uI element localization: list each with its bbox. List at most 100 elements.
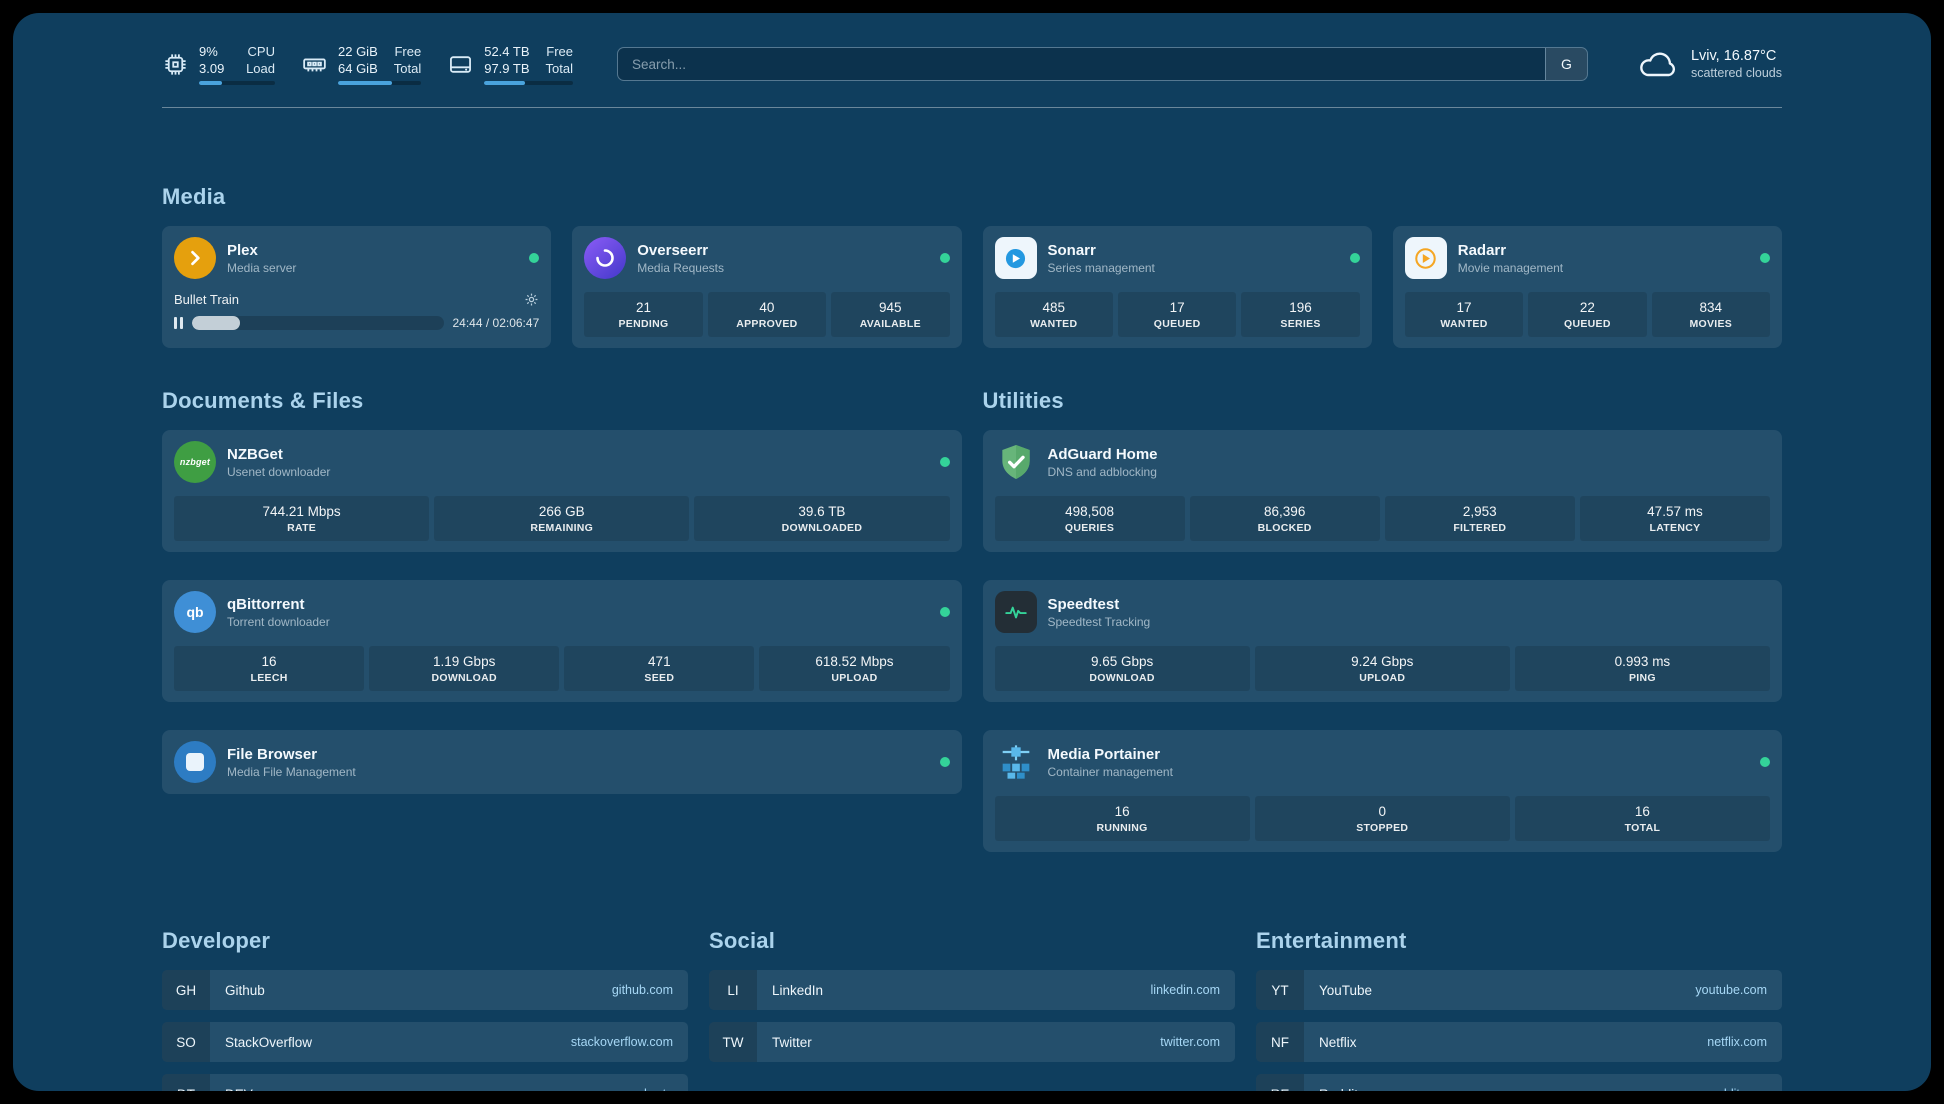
bookmark-name: Twitter [772, 1034, 812, 1050]
bookmark-abbr: YT [1256, 970, 1304, 1010]
card-header: Media Portainer Container management [995, 741, 1770, 783]
playback-progress-bar [192, 316, 444, 330]
bookmark-link[interactable]: LI LinkedIn linkedin.com [709, 970, 1235, 1010]
stats-row: 21 PENDING 40 APPROVED 945 AVAILABLE [584, 292, 950, 337]
bookmark-domain: netflix.com [1707, 1035, 1767, 1049]
bookmark-domain: stackoverflow.com [570, 1035, 673, 1049]
bookmark-link[interactable]: SO StackOverflow stackoverflow.com [162, 1022, 688, 1062]
disk-stats: 52.4 TB Free 97.9 TB Total [484, 43, 573, 85]
stat-value: 834 [1699, 300, 1723, 315]
service-name: NZBGet [227, 445, 283, 463]
service-card-radarr[interactable]: Radarr Movie management 17 WANTED 22 QUE… [1392, 226, 1782, 348]
service-name: Plex [227, 241, 258, 259]
bookmark-link[interactable]: YT YouTube youtube.com [1256, 970, 1782, 1010]
weather-location: Lviv, 16.87°C [1690, 48, 1777, 64]
bookmark-abbr: RE [1256, 1074, 1304, 1091]
service-card-speedtest[interactable]: Speedtest Speedtest Tracking 9.65 Gbps D… [982, 580, 1782, 702]
stats-row: 744.21 Mbps RATE 266 GB REMAINING 39.6 T… [174, 496, 950, 541]
service-name: Radarr [1457, 241, 1507, 259]
top-bar: 9% CPU 3.09 Load 22 GiB Free [162, 43, 1782, 85]
service-card-plex[interactable]: Plex Media server Bullet Train [162, 226, 552, 348]
bookmark-list: GH Github github.com SO StackOverflow st… [162, 970, 688, 1091]
bookmark-abbr: GH [162, 970, 210, 1010]
cpu-load-label: Load [246, 61, 275, 76]
service-card-adguard[interactable]: AdGuard Home DNS and adblocking 498,508 … [982, 430, 1782, 552]
disk-total-label: Total [545, 61, 573, 76]
bookmark-domain: dev.to [640, 1087, 673, 1091]
bookmark-link[interactable]: GH Github github.com [162, 970, 688, 1010]
service-name: Sonarr [1047, 241, 1096, 259]
service-card-qbittorrent[interactable]: qb qBittorrent Torrent downloader 16 LEE… [162, 580, 962, 702]
service-name: Media Portainer [1047, 745, 1161, 763]
service-desc: Movie management [1457, 260, 1564, 275]
nzbget-icon: nzbget [174, 441, 216, 483]
stat-label: BLOCKED [1257, 522, 1312, 534]
memory-usage-bar [338, 81, 422, 85]
stat-value: 945 [879, 300, 902, 315]
bookmark-name: LinkedIn [772, 982, 824, 998]
bookmark-name: StackOverflow [225, 1034, 313, 1050]
disk-total-value: 97.9 TB [484, 61, 530, 76]
service-desc: Series management [1047, 260, 1155, 275]
section-title-entertainment: Entertainment [1256, 928, 1407, 953]
service-card-nzbget[interactable]: nzbget NZBGet Usenet downloader 744.21 M… [162, 430, 962, 552]
qbittorrent-icon: qb [174, 591, 216, 633]
stat-label: UPLOAD [831, 672, 878, 684]
bookmark-list: YT YouTube youtube.com NF Netflix netfli… [1256, 970, 1782, 1091]
stat-label: DOWNLOADED [781, 522, 863, 534]
card-header: Overseerr Media Requests [584, 237, 950, 279]
weather-condition: scattered clouds [1690, 66, 1782, 80]
portainer-icon [995, 741, 1037, 783]
memory-total-value: 64 GiB [338, 61, 378, 76]
stat-label: QUERIES [1064, 522, 1115, 534]
plex-icon [174, 237, 216, 279]
stats-row: 485 WANTED 17 QUEUED 196 SERIES [994, 292, 1360, 337]
disk-icon [450, 55, 472, 73]
stat-value: 498,508 [1065, 504, 1114, 519]
bookmark-link[interactable]: DT DEV dev.to [162, 1074, 688, 1091]
service-desc: Torrent downloader [227, 614, 330, 629]
service-card-sonarr[interactable]: Sonarr Series management 485 WANTED 17 Q… [982, 226, 1372, 348]
cpu-icon [165, 53, 186, 75]
cpu-label: CPU [247, 44, 275, 59]
stat-block: 16 LEECH [174, 646, 365, 691]
bookmark-abbr: DT [162, 1074, 210, 1091]
service-card-filebrowser[interactable]: File Browser Media File Management [162, 730, 962, 794]
status-dot [939, 457, 950, 467]
playback-progress-row: 24:44 / 02:06:47 [174, 316, 539, 330]
disk-free-label: Free [546, 44, 573, 59]
memory-icon [303, 58, 326, 71]
stat-label: PENDING [618, 318, 669, 330]
bookmark-link[interactable]: TW Twitter twitter.com [709, 1022, 1235, 1062]
stat-label: SERIES [1280, 318, 1321, 330]
search-input[interactable] [617, 48, 1545, 80]
gear-icon[interactable] [524, 292, 539, 307]
cpu-percent: 9% [199, 44, 218, 59]
service-card-overseerr[interactable]: Overseerr Media Requests 21 PENDING 40 A… [572, 226, 962, 348]
bookmark-domain: youtube.com [1695, 983, 1767, 997]
stat-block: 744.21 Mbps RATE [174, 496, 430, 541]
status-dot [939, 757, 950, 767]
stat-block: 17 QUEUED [1117, 292, 1237, 337]
service-desc: Media File Management [227, 764, 356, 779]
bookmark-name: YouTube [1319, 982, 1373, 998]
disk-usage-bar [484, 81, 573, 85]
stat-block: 16 TOTAL [1514, 796, 1771, 841]
search-engine-button[interactable]: G [1544, 48, 1587, 80]
stat-label: QUEUED [1564, 318, 1611, 330]
stat-value: 17 [1169, 300, 1185, 315]
bookmark-link[interactable]: NF Netflix netflix.com [1256, 1022, 1782, 1062]
stat-value: 47.57 ms [1647, 504, 1703, 519]
stat-label: WANTED [1030, 318, 1078, 330]
now-playing-title: Bullet Train [174, 292, 240, 307]
stat-value: 16 [1634, 804, 1650, 819]
bookmark-link[interactable]: RE Reddit reddit.com [1256, 1074, 1782, 1091]
disk-widget: 52.4 TB Free 97.9 TB Total [447, 43, 573, 85]
memory-stats: 22 GiB Free 64 GiB Total [338, 43, 422, 85]
bookmark-group-developer: Developer GH Github github.com SO StackO… [162, 928, 688, 1091]
adguard-icon [995, 441, 1037, 483]
service-card-portainer[interactable]: Media Portainer Container management 16 … [982, 730, 1782, 852]
disk-free-value: 52.4 TB [484, 44, 530, 59]
stat-label: UPLOAD [1359, 672, 1406, 684]
stat-block: 471 SEED [564, 646, 755, 691]
